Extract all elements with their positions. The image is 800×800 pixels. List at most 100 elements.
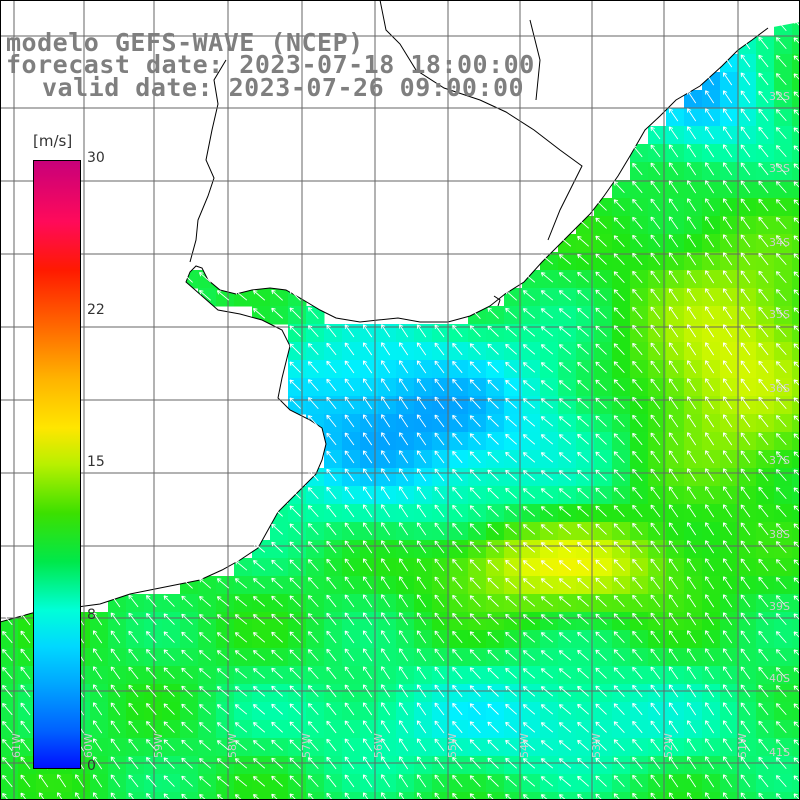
- wind-arrow: [705, 324, 715, 338]
- wind-arrow: [2, 738, 13, 752]
- wind-arrow: [775, 91, 787, 104]
- wind-cell: [468, 792, 487, 800]
- wind-arrow: [668, 522, 679, 536]
- wind-arrow: [362, 702, 373, 716]
- wind-arrow: [775, 19, 787, 32]
- wind-arrow: [740, 162, 751, 176]
- wind-arrow: [452, 648, 463, 662]
- wind-arrow: [326, 612, 337, 626]
- wind-arrow: [722, 54, 733, 68]
- wind-arrow: [92, 702, 103, 716]
- wind-arrow: [775, 379, 787, 392]
- wind-arrow: [362, 414, 373, 428]
- wind-arrow: [540, 686, 554, 697]
- wind-arrow: [487, 775, 499, 787]
- wind-arrow: [57, 774, 67, 788]
- wind-cell: [792, 576, 800, 595]
- wind-arrow: [632, 540, 643, 554]
- wind-arrow: [416, 684, 427, 698]
- wind-cell: [360, 792, 379, 800]
- wind-arrow: [705, 594, 715, 608]
- wind-arrow: [687, 306, 697, 320]
- wind-arrow: [595, 451, 607, 463]
- wind-arrow: [416, 576, 427, 590]
- wind-arrow: [416, 612, 427, 626]
- wind-arrow: [558, 704, 572, 715]
- wind-arrow: [381, 630, 391, 644]
- wind-arrow: [452, 612, 463, 626]
- wind-arrow: [632, 756, 643, 770]
- wind-arrow: [199, 739, 212, 751]
- wind-arrow: [775, 649, 787, 662]
- wind-arrow: [381, 558, 391, 572]
- wind-arrow: [289, 559, 301, 571]
- wind-arrow: [613, 397, 625, 409]
- wind-arrow: [595, 739, 607, 751]
- wind-cell: [792, 774, 800, 793]
- wind-arrow: [632, 468, 643, 482]
- wind-arrow: [522, 560, 536, 571]
- wind-arrow: [271, 757, 283, 769]
- wind-arrow: [577, 271, 590, 283]
- wind-cell: [792, 216, 800, 235]
- wind-arrow: [469, 523, 481, 535]
- wind-arrow: [632, 486, 643, 500]
- wind-arrow: [522, 488, 536, 499]
- wind-arrow: [650, 594, 661, 608]
- wind-arrow: [234, 668, 248, 679]
- wind-arrow: [595, 757, 607, 769]
- wind-arrow: [758, 702, 769, 716]
- wind-arrow: [252, 614, 266, 625]
- wind-arrow: [632, 630, 643, 644]
- wind-arrow: [705, 234, 715, 248]
- wind-arrow: [722, 648, 733, 662]
- wind-arrow: [668, 270, 679, 284]
- wind-arrow: [92, 774, 103, 788]
- wind-arrow: [540, 470, 554, 481]
- wind-arrow: [705, 108, 715, 122]
- wind-arrow: [540, 524, 554, 535]
- wind-arrow: [234, 650, 248, 661]
- wind-arrow: [452, 450, 463, 464]
- wind-arrow: [487, 577, 499, 589]
- wind-arrow: [163, 775, 175, 787]
- wind-arrow: [540, 722, 554, 733]
- wind-arrow: [326, 558, 337, 572]
- wind-arrow: [668, 720, 679, 734]
- wind-arrow: [687, 216, 697, 230]
- wind-arrow: [505, 631, 518, 643]
- lat-label: 38S: [769, 528, 790, 541]
- wind-arrow: [577, 361, 590, 373]
- wind-arrow: [199, 649, 212, 661]
- wind-arrow: [705, 180, 715, 194]
- wind-arrow: [705, 342, 715, 356]
- wind-arrow: [722, 198, 733, 212]
- wind-arrow: [775, 487, 787, 500]
- wind-arrow: [522, 362, 536, 373]
- wind-arrow: [416, 360, 427, 374]
- wind-arrow: [399, 486, 409, 500]
- wind-arrow: [434, 342, 445, 356]
- wind-arrow: [307, 595, 319, 608]
- wind-arrow: [632, 198, 643, 212]
- wind-arrow: [2, 612, 13, 626]
- wind-arrow: [632, 450, 643, 464]
- wind-arrow: [434, 558, 445, 572]
- wind-arrow: [452, 414, 463, 428]
- wind-arrow: [740, 756, 751, 770]
- wind-arrow: [613, 415, 625, 427]
- wind-arrow: [452, 342, 463, 356]
- wind-arrow: [668, 792, 675, 800]
- wind-arrow: [452, 468, 463, 482]
- wind-cell: [792, 702, 800, 721]
- wind-arrow: [271, 649, 283, 661]
- wind-arrow: [452, 324, 463, 338]
- wind-cell: [792, 54, 800, 73]
- wind-arrow: [20, 738, 31, 752]
- wind-arrow: [687, 144, 697, 158]
- wind-arrow: [2, 666, 13, 680]
- wind-arrow: [577, 739, 590, 751]
- wind-arrow: [399, 666, 409, 680]
- wind-arrow: [181, 649, 193, 661]
- wind-arrow: [740, 360, 751, 374]
